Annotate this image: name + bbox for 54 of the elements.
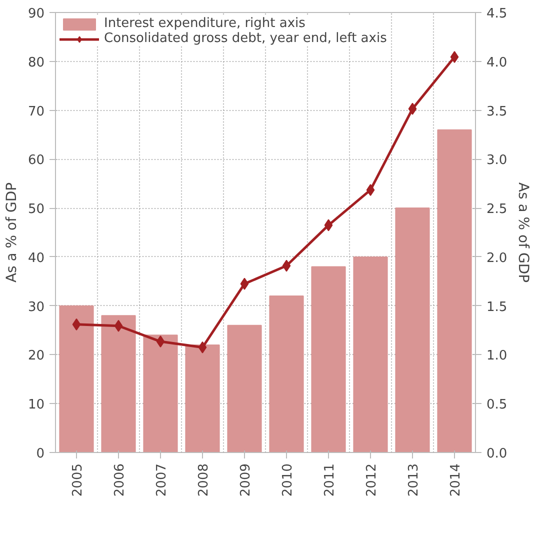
point xyxy=(72,318,81,330)
y-tick-label: 20 xyxy=(28,348,45,364)
y2-tick-label: 3.0 xyxy=(486,153,508,168)
point xyxy=(324,219,333,232)
bar xyxy=(437,129,472,452)
bar xyxy=(395,208,430,452)
x-tick-label: 2014 xyxy=(448,463,464,497)
y2-tick-label: 4.5 xyxy=(486,6,508,22)
bar xyxy=(311,266,346,452)
y-tick-label: 40 xyxy=(28,250,45,266)
x-tick-label: 2005 xyxy=(70,463,86,497)
y2-tick-label: 3.5 xyxy=(486,104,508,120)
bar xyxy=(143,334,178,452)
y2-tick-label: 0.0 xyxy=(486,446,508,462)
point xyxy=(156,336,165,348)
x-tick-label: 2013 xyxy=(406,463,422,497)
x-tick-label: 2007 xyxy=(154,463,170,497)
y2-tick-label: 1.5 xyxy=(486,300,508,315)
y-tick-label: 50 xyxy=(28,202,45,218)
point xyxy=(114,320,123,332)
bar xyxy=(185,344,220,452)
x-tick-label: 2006 xyxy=(112,463,128,497)
x-tick-label: 2012 xyxy=(364,463,380,497)
y-tick-label: 80 xyxy=(28,55,45,70)
y2-tick-label: 4.0 xyxy=(486,55,508,70)
y-tick-label: 60 xyxy=(28,153,45,168)
x-tick-label: 2009 xyxy=(238,463,254,497)
x-tick-label: 2008 xyxy=(196,463,212,497)
bar xyxy=(59,305,94,452)
y2-tick-label: 2.5 xyxy=(486,202,508,218)
bar xyxy=(101,315,136,452)
point xyxy=(282,260,291,272)
point xyxy=(408,102,417,115)
point xyxy=(366,184,375,196)
legend-label: Interest expenditure, right axis xyxy=(104,16,306,31)
y-tick-label: 10 xyxy=(28,398,45,413)
y-tick-label: 30 xyxy=(28,300,45,315)
point xyxy=(450,50,459,63)
legend-label: Consolidated gross debt, year end, left axis xyxy=(104,31,387,46)
y-tick-label: 70 xyxy=(28,104,45,120)
point xyxy=(240,278,249,290)
bar xyxy=(227,324,262,452)
point xyxy=(198,341,207,354)
x-tick-label: 2010 xyxy=(280,463,296,497)
y2-tick-label: 2.0 xyxy=(486,250,508,266)
bar xyxy=(353,256,388,452)
y-tick-label: 90 xyxy=(28,6,45,22)
y2-tick-label: 1.0 xyxy=(486,348,508,364)
bar xyxy=(269,296,304,452)
y-tick-label: 0 xyxy=(36,446,45,462)
y2-axis-title: As a % of GDP xyxy=(515,182,532,283)
y-axis-title: As a % of GDP xyxy=(4,182,20,283)
x-tick-label: 2011 xyxy=(322,463,338,497)
y2-tick-label: 0.5 xyxy=(486,398,508,413)
